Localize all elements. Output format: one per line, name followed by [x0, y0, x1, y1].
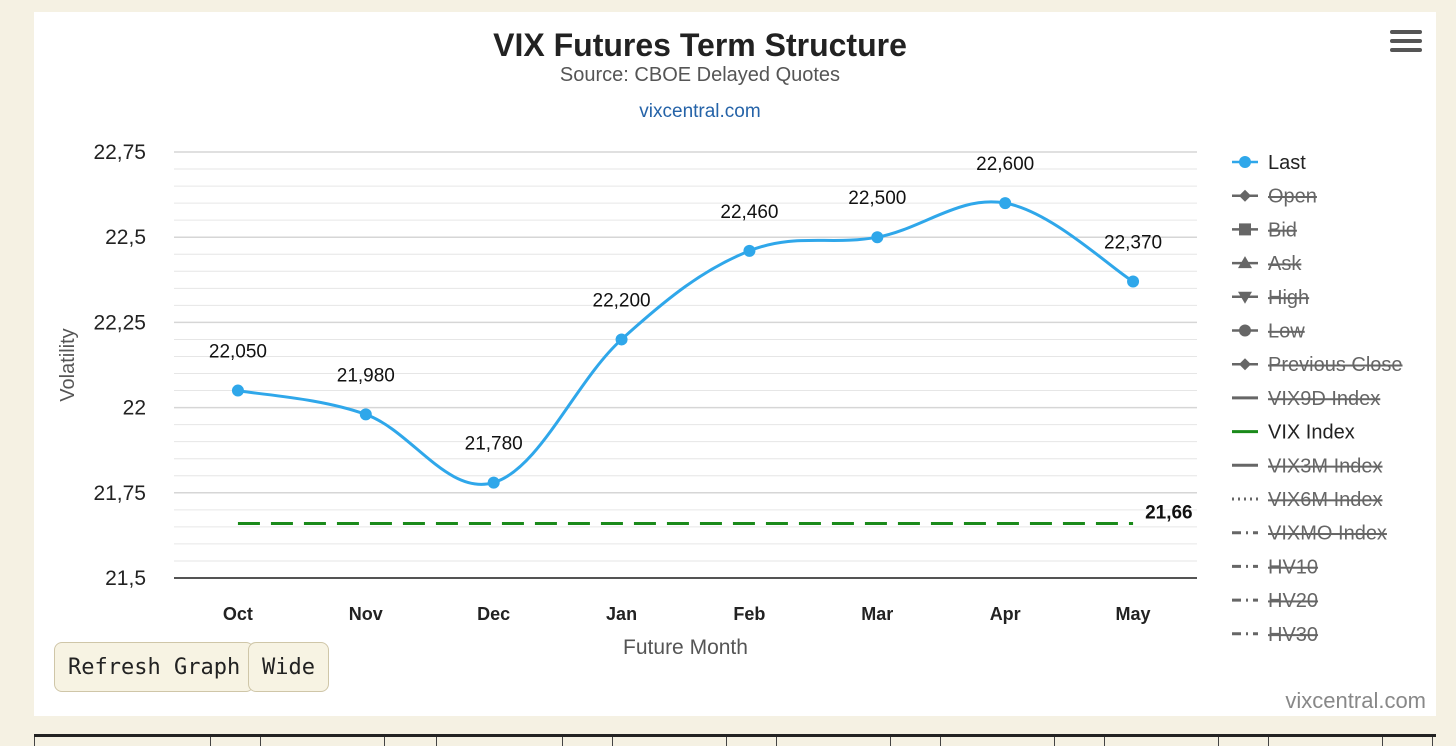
legend-marker	[1239, 156, 1251, 168]
last-data-label: 22,370	[1104, 233, 1162, 254]
legend-item-bid[interactable]: Bid	[1232, 219, 1297, 241]
credit-text[interactable]: vixcentral.com	[1285, 688, 1426, 713]
last-data-point	[871, 231, 884, 244]
x-axis-title: Future Month	[623, 636, 748, 659]
table-cell-border	[210, 737, 211, 746]
table-cell-border	[34, 737, 35, 746]
hamburger-menu-icon[interactable]	[1390, 30, 1422, 58]
legend-marker	[1239, 324, 1251, 337]
chart-panel: VIX Futures Term Structure Source: CBOE D…	[34, 12, 1436, 716]
x-tick-label: Apr	[990, 604, 1021, 624]
legend-label: VIX Index	[1268, 422, 1355, 444]
table-cell-border	[1382, 737, 1383, 746]
legend-label: High	[1268, 287, 1309, 309]
table-cell-border	[1268, 737, 1269, 746]
legend-label: VIX9D Index	[1268, 388, 1380, 410]
y-tick-label: 21,5	[105, 567, 146, 590]
legend-item-previous-close[interactable]: Previous Close	[1232, 354, 1403, 376]
legend-label: VIXMO Index	[1268, 523, 1387, 545]
legend-label: Low	[1268, 321, 1305, 343]
x-tick-label: Mar	[861, 604, 893, 624]
wide-button[interactable]: Wide	[248, 642, 329, 692]
y-tick-label: 22,25	[93, 311, 146, 334]
last-data-point	[359, 408, 372, 421]
table-cell-border	[612, 737, 613, 746]
last-data-point	[999, 197, 1012, 210]
last-data-point	[231, 384, 244, 397]
legend-label: Last	[1268, 152, 1306, 174]
table-cell-border	[1432, 737, 1433, 746]
vix-index-label: 21,66	[1145, 502, 1193, 523]
table-cell-border	[1218, 737, 1219, 746]
last-data-label: 22,460	[720, 202, 778, 223]
legend-item-hv20[interactable]: HV20	[1232, 590, 1318, 612]
last-data-point	[615, 333, 628, 346]
legend-item-low[interactable]: Low	[1232, 321, 1305, 343]
x-tick-label: Feb	[733, 604, 765, 624]
last-data-label: 22,500	[848, 188, 906, 209]
table-cell-border	[776, 737, 777, 746]
legend-label: VIX6M Index	[1268, 489, 1383, 511]
last-data-label: 22,600	[976, 154, 1034, 175]
legend-item-vix3m-index[interactable]: VIX3M Index	[1232, 455, 1383, 477]
last-data-point	[1127, 275, 1140, 288]
legend-label: Previous Close	[1268, 354, 1403, 376]
table-cell-border	[384, 737, 385, 746]
table-cell-border	[1104, 737, 1105, 746]
legend-item-vixmo-index[interactable]: VIXMO Index	[1232, 523, 1387, 545]
legend-label: Open	[1268, 186, 1317, 208]
y-axis-title: Volatility	[57, 328, 79, 401]
legend-item-vix9d-index[interactable]: VIX9D Index	[1232, 388, 1380, 410]
legend-label: HV20	[1268, 590, 1318, 612]
legend-item-vix6m-index[interactable]: VIX6M Index	[1232, 489, 1383, 511]
legend-marker	[1238, 291, 1252, 304]
refresh-graph-button[interactable]: Refresh Graph	[54, 642, 255, 692]
x-tick-label: May	[1116, 604, 1151, 624]
table-cell-border	[890, 737, 891, 746]
last-data-label: 22,050	[209, 342, 267, 363]
table-cell-border	[726, 737, 727, 746]
y-tick-label: 22,75	[93, 141, 146, 164]
x-tick-label: Oct	[223, 604, 253, 624]
legend-label: Ask	[1268, 253, 1302, 275]
last-series-line	[237, 200, 1134, 486]
legend-marker	[1239, 189, 1251, 202]
legend-marker	[1239, 223, 1251, 236]
table-cell-border	[562, 737, 563, 746]
legend-item-last[interactable]: Last	[1232, 152, 1306, 174]
y-tick-label: 21,75	[93, 482, 146, 505]
last-data-label: 21,980	[337, 365, 395, 386]
table-cell-border	[1054, 737, 1055, 746]
last-data-label: 21,780	[465, 434, 523, 455]
y-tick-label: 22	[123, 397, 146, 420]
chart-title: VIX Futures Term Structure	[493, 27, 907, 63]
legend-item-hv30[interactable]: HV30	[1232, 624, 1318, 646]
table-cell-border	[436, 737, 437, 746]
legend-item-hv10[interactable]: HV10	[1232, 556, 1318, 578]
table-top-border	[34, 734, 1436, 746]
legend-item-ask[interactable]: Ask	[1232, 253, 1302, 275]
x-tick-label: Dec	[477, 604, 510, 624]
legend-label: Bid	[1268, 219, 1297, 241]
last-data-point	[743, 244, 756, 257]
source-link[interactable]: vixcentral.com	[639, 101, 760, 122]
x-tick-label: Jan	[606, 604, 637, 624]
legend-label: HV10	[1268, 556, 1318, 578]
legend-item-open[interactable]: Open	[1232, 186, 1317, 208]
last-data-point	[487, 476, 500, 489]
legend-marker	[1239, 358, 1251, 371]
legend-label: VIX3M Index	[1268, 455, 1383, 477]
table-cell-border	[260, 737, 261, 746]
last-data-label: 22,200	[593, 290, 651, 311]
legend-item-high[interactable]: High	[1232, 287, 1309, 309]
legend-item-vix-index[interactable]: VIX Index	[1232, 422, 1355, 444]
legend-marker	[1238, 256, 1252, 269]
x-tick-label: Nov	[349, 604, 383, 624]
y-tick-label: 22,5	[105, 226, 146, 249]
table-cell-border	[940, 737, 941, 746]
chart-subtitle: Source: CBOE Delayed Quotes	[560, 64, 840, 86]
legend-label: HV30	[1268, 624, 1318, 646]
